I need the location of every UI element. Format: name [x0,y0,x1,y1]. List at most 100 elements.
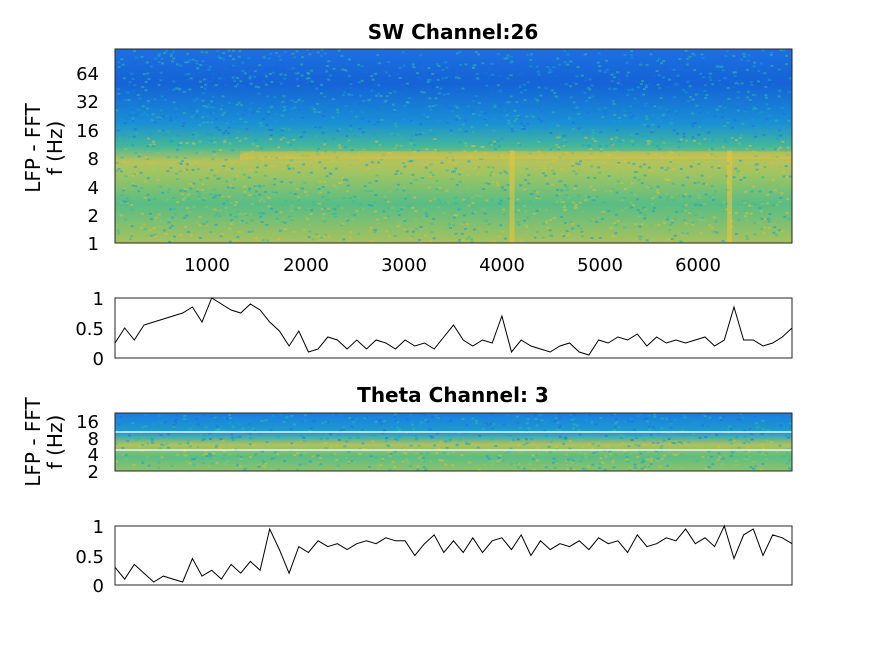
spectrogram-cell [472,67,475,69]
spectrogram-cell [745,218,749,221]
spectrogram-cell [523,188,527,191]
spectrogram-cell [175,453,179,456]
spectrogram-cell [626,460,630,463]
spectrogram-cell [509,55,513,58]
spectrogram-cell [322,207,326,210]
theta-ylabel: LFP - FFT f (Hz) [21,396,67,486]
spectrogram-cell [150,162,154,165]
spectrogram-cell [775,450,779,453]
spectrogram-cell [509,74,513,77]
spectrogram-cell [329,225,333,228]
spectrogram-cell [623,450,627,453]
spectrogram-cell [193,99,197,102]
spectrogram-cell [641,458,644,460]
spectrogram-cell [719,125,723,128]
spectrogram-cell [466,197,470,200]
spectrogram-cell [161,62,164,65]
spectrogram-cell [431,174,435,176]
spectrogram-cell [591,447,595,450]
spectrogram-cell [326,199,330,201]
spectrogram-cell [265,123,269,126]
spectrogram-cell [131,464,135,467]
spectrogram-cell [385,437,388,440]
spectrogram-cell [150,118,154,121]
spectrogram-cell [604,190,608,193]
spectrogram-cell [518,116,522,119]
spectrogram-cell [131,144,134,147]
spectrogram-cell [393,450,397,453]
spectrogram-cell [671,58,675,61]
spectrogram-cell [566,468,570,471]
spectrogram-cell [598,236,602,239]
spectrogram-cell [575,424,579,427]
spectrogram-cell [140,226,144,229]
spectrogram-cell [225,160,229,163]
spectrogram-cell [499,224,503,227]
spectrogram-cell [163,91,166,94]
spectrogram-cell [275,436,279,439]
spectrogram-cell [743,435,747,438]
spectrogram-cell [714,433,718,436]
sw-xtick-label: 5000 [577,255,623,276]
spectrogram-cell [732,55,736,57]
spectrogram-cell [725,175,729,178]
spectrogram-cell [672,68,676,71]
spectrogram-cell [174,418,178,421]
spectrogram-cell [781,50,784,53]
spectrogram-cell [536,70,540,73]
spectrogram-cell [787,160,791,163]
spectrogram-cell [143,111,147,114]
spectrogram-cell [651,123,655,126]
spectrogram-cell [491,463,495,466]
spectrogram-cell [182,112,186,115]
spectrogram-cell [624,67,628,70]
spectrogram-cell [624,207,628,210]
spectrogram-cell [348,236,352,239]
spectrogram-cell [634,171,637,173]
spectrogram-cell [652,227,656,230]
spectrogram-cell [659,447,663,450]
spectrogram-cell [620,199,624,202]
spectrogram-cell [516,438,520,441]
spectrogram-cell [153,219,157,222]
spectrogram-cell [146,442,150,445]
spectrogram-cell [179,163,183,165]
spectrogram-cell [491,423,495,426]
spectrogram-cell [323,220,326,223]
spectrogram-cell [572,468,576,471]
spectrogram-cell [165,442,169,445]
spectrogram-cell [730,136,734,139]
spectrogram-cell [176,148,179,151]
spectrogram-cell [462,198,466,201]
spectrogram-cell [225,417,229,420]
spectrogram-cell [201,222,205,225]
spectrogram-cell [157,61,161,63]
spectrogram-cell [335,185,339,188]
spectrogram-cell [642,88,646,91]
spectrogram-cell [684,209,687,212]
spectrogram-cell [162,444,166,447]
spectrogram-cell [629,126,633,129]
spectrogram-cell [646,125,650,128]
spectrogram-cell [554,416,558,419]
spectrogram-cell [376,121,380,124]
spectrogram-cell [145,455,149,458]
spectrogram-cell [391,225,395,228]
spectrogram-cell [199,216,203,219]
spectrogram-cell [286,141,290,144]
spectrogram-cell [270,81,274,83]
spectrogram-cell [185,60,189,63]
spectrogram-cell [311,106,315,109]
spectrogram-cell [655,240,659,243]
spectrogram-cell [167,188,171,191]
spectrogram-cell [266,195,270,198]
spectrogram-cell [317,111,321,113]
spectrogram-cell [431,230,435,232]
spectrogram-cell [734,82,738,85]
spectrogram-cell [184,225,187,228]
spectrogram-cell [724,455,728,457]
spectrogram-cell [569,467,573,470]
spectrogram-cell [269,138,273,141]
spectrogram-cell [575,206,579,209]
spectrogram-cell [706,456,710,459]
